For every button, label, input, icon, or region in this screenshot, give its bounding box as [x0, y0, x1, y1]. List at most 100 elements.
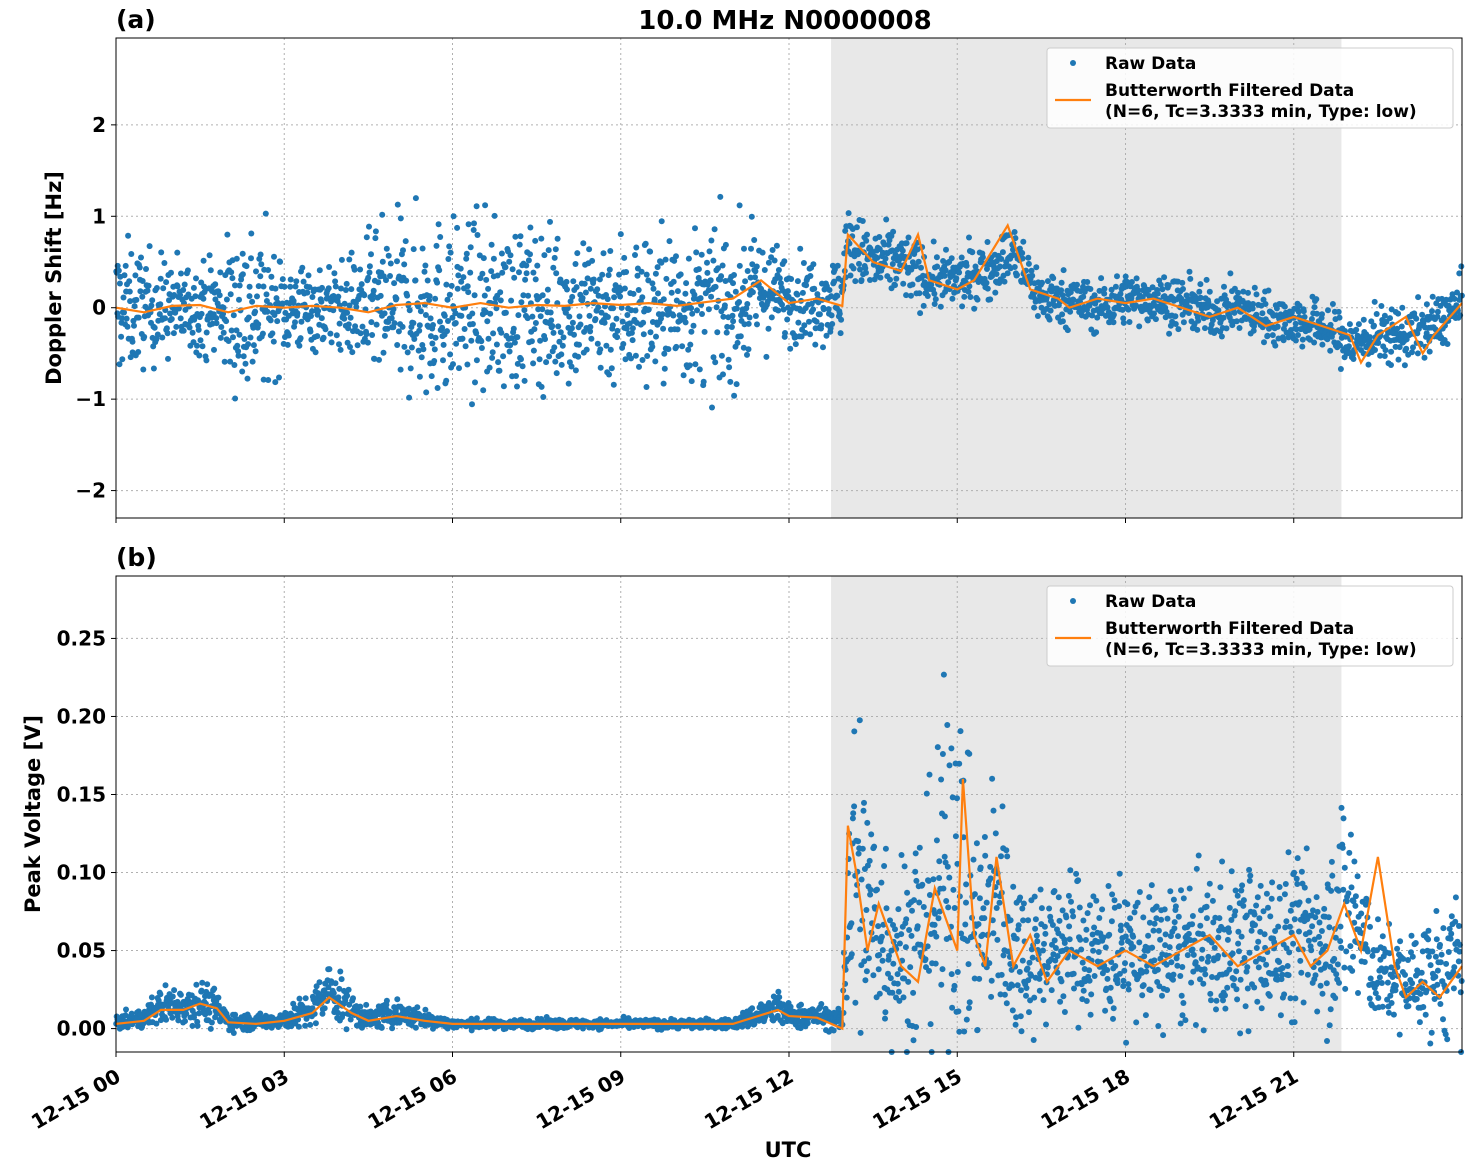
raw-data-point: [1110, 1005, 1117, 1012]
raw-data-point: [1155, 927, 1162, 934]
raw-data-point: [1335, 308, 1342, 315]
raw-data-point: [826, 287, 833, 293]
raw-data-point: [1195, 317, 1202, 324]
raw-data-point: [674, 288, 681, 295]
raw-data-point: [1208, 997, 1214, 1004]
raw-data-point: [1140, 982, 1147, 989]
raw-data-point: [525, 292, 532, 299]
raw-data-point: [990, 807, 997, 814]
raw-data-point: [1286, 949, 1293, 956]
raw-data-point: [343, 1026, 350, 1033]
raw-data-point: [424, 277, 431, 284]
raw-data-point: [1179, 964, 1186, 970]
raw-data-point: [408, 344, 415, 351]
raw-data-point: [272, 285, 279, 292]
raw-data-point: [445, 256, 452, 262]
raw-data-point: [290, 297, 297, 304]
raw-data-point: [629, 325, 636, 332]
raw-data-point: [231, 362, 238, 368]
raw-data-point: [1273, 305, 1280, 312]
raw-data-point: [1059, 318, 1066, 325]
raw-data-point: [439, 324, 446, 331]
raw-data-point: [1222, 992, 1228, 999]
raw-data-point: [206, 252, 213, 259]
raw-data-point: [1296, 899, 1303, 906]
raw-data-point: [336, 320, 343, 327]
raw-data-point: [1082, 978, 1089, 985]
raw-data-point: [174, 249, 181, 256]
raw-data-point: [604, 296, 611, 303]
raw-data-point: [174, 283, 181, 290]
raw-data-point: [699, 311, 705, 317]
raw-data-point: [239, 250, 246, 257]
raw-data-point: [316, 979, 323, 986]
raw-data-point: [948, 971, 955, 978]
raw-data-point: [1261, 339, 1267, 346]
raw-data-point: [662, 256, 669, 263]
raw-data-point: [717, 193, 724, 200]
raw-data-point: [427, 315, 434, 322]
raw-data-point: [344, 992, 351, 999]
raw-data-point: [776, 994, 783, 1001]
raw-data-point: [1246, 877, 1253, 884]
raw-data-point: [1296, 928, 1302, 935]
raw-data-point: [976, 895, 983, 902]
raw-data-point: [1120, 983, 1127, 990]
raw-data-point: [122, 262, 129, 269]
raw-data-point: [613, 315, 620, 322]
raw-data-point: [1253, 311, 1260, 318]
raw-data-point: [1235, 289, 1241, 296]
raw-data-point: [1313, 310, 1320, 317]
raw-data-point: [830, 1027, 837, 1034]
raw-data-point: [939, 966, 946, 973]
raw-data-point: [1164, 915, 1171, 922]
raw-data-point: [599, 271, 606, 278]
raw-data-point: [489, 349, 496, 356]
raw-data-point: [1087, 1011, 1094, 1018]
raw-data-point: [402, 238, 409, 245]
raw-data-point: [1023, 985, 1030, 991]
raw-data-point: [315, 307, 322, 314]
raw-data-point: [458, 312, 465, 319]
raw-data-point: [1329, 301, 1336, 307]
raw-data-point: [855, 850, 862, 857]
raw-data-point: [527, 251, 533, 258]
raw-data-point: [898, 852, 905, 858]
raw-data-point: [926, 892, 933, 898]
raw-data-point: [1219, 858, 1226, 865]
raw-data-point: [917, 310, 924, 317]
raw-data-point: [560, 334, 567, 341]
raw-data-point: [731, 392, 738, 399]
raw-data-point: [175, 305, 182, 312]
raw-data-point: [1288, 929, 1295, 936]
raw-data-point: [1298, 969, 1305, 976]
raw-data-point: [782, 330, 788, 336]
raw-data-point: [693, 249, 700, 256]
raw-data-point: [610, 305, 617, 312]
raw-data-point: [587, 328, 594, 335]
raw-data-point: [497, 297, 504, 304]
raw-data-point: [1282, 881, 1289, 887]
raw-data-point: [564, 286, 570, 293]
raw-data-point: [1095, 949, 1102, 955]
raw-data-point: [587, 285, 594, 292]
raw-data-point: [935, 915, 942, 922]
raw-data-point: [491, 212, 498, 219]
raw-data-point: [1096, 915, 1103, 921]
raw-data-point: [685, 346, 692, 353]
raw-data-point: [1308, 316, 1315, 322]
raw-data-point: [1251, 911, 1258, 918]
raw-data-point: [1077, 936, 1084, 943]
raw-data-point: [896, 997, 903, 1004]
raw-data-point: [568, 363, 575, 370]
raw-data-point: [649, 280, 656, 287]
raw-data-point: [1042, 930, 1049, 937]
raw-data-point: [1009, 982, 1016, 989]
legend-label-line: Butterworth Filtered Data: [1105, 81, 1354, 101]
raw-data-point: [1020, 900, 1027, 907]
raw-data-point: [619, 318, 626, 325]
raw-data-point: [902, 944, 909, 951]
raw-data-point: [836, 310, 843, 317]
raw-data-point: [1084, 279, 1091, 285]
raw-data-point: [355, 1008, 362, 1015]
